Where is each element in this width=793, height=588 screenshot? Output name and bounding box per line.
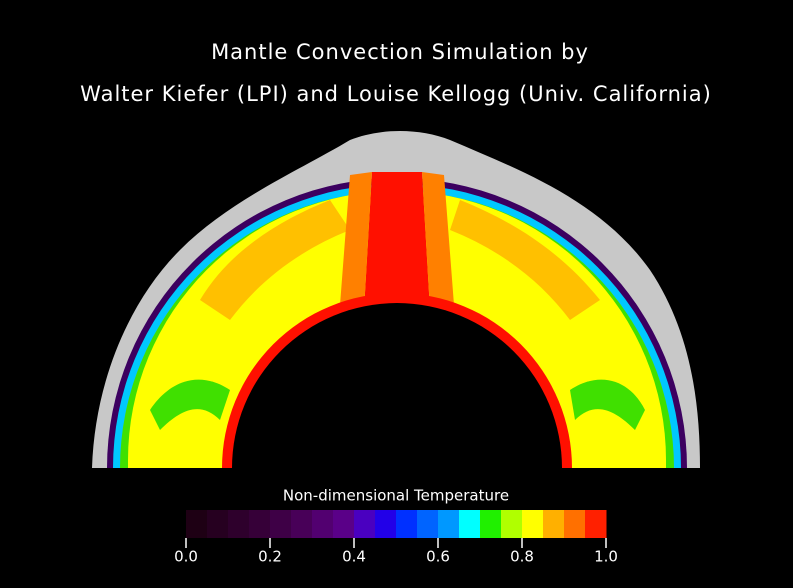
core xyxy=(232,303,562,468)
cool-plume xyxy=(150,379,230,430)
colorbar-segment xyxy=(459,510,481,538)
colorbar-tick-label: 0.4 xyxy=(342,548,366,566)
warm-patch xyxy=(200,200,350,320)
colorbar-segment xyxy=(396,510,418,538)
colorbar-tick-label: 0.0 xyxy=(174,548,198,566)
colorbar-segment xyxy=(375,510,397,538)
simulation-image xyxy=(92,131,700,468)
colorbar-segment xyxy=(480,510,502,538)
colorbar: 0.0 0.2 0.4 0.6 0.8 1.0 xyxy=(174,510,618,566)
title-line: Mantle Convection Simulation by xyxy=(211,40,589,64)
colorbar-tick-label: 0.8 xyxy=(510,548,534,566)
colorbar-segment xyxy=(417,510,439,538)
colorbar-tick-label: 0.2 xyxy=(258,548,282,566)
colorbar-segment xyxy=(585,510,607,538)
colorbar-segment xyxy=(291,510,313,538)
colorbar-tick-label: 0.6 xyxy=(426,548,450,566)
colorbar-tick-label: 1.0 xyxy=(594,548,618,566)
colorbar-segment xyxy=(438,510,460,538)
plume-edge xyxy=(340,172,454,310)
colorbar-segment xyxy=(522,510,544,538)
title-line: Walter Kiefer (LPI) and Louise Kellogg (… xyxy=(80,82,712,106)
colorbar-segment xyxy=(354,510,376,538)
colorbar-segment xyxy=(543,510,565,538)
colorbar-segment xyxy=(186,510,208,538)
colorbar-segment xyxy=(333,510,355,538)
warm-patch xyxy=(450,200,600,320)
colorbar-segment xyxy=(564,510,586,538)
colorbar-segment xyxy=(228,510,250,538)
cool-plume xyxy=(570,379,645,430)
hot-plume xyxy=(364,172,430,310)
colorbar-segment xyxy=(312,510,334,538)
colorbar-segment xyxy=(501,510,523,538)
colorbar-segment xyxy=(249,510,271,538)
colorbar-label: Non-dimensional Temperature xyxy=(283,487,509,505)
colorbar-segment xyxy=(270,510,292,538)
colorbar-segment xyxy=(207,510,229,538)
